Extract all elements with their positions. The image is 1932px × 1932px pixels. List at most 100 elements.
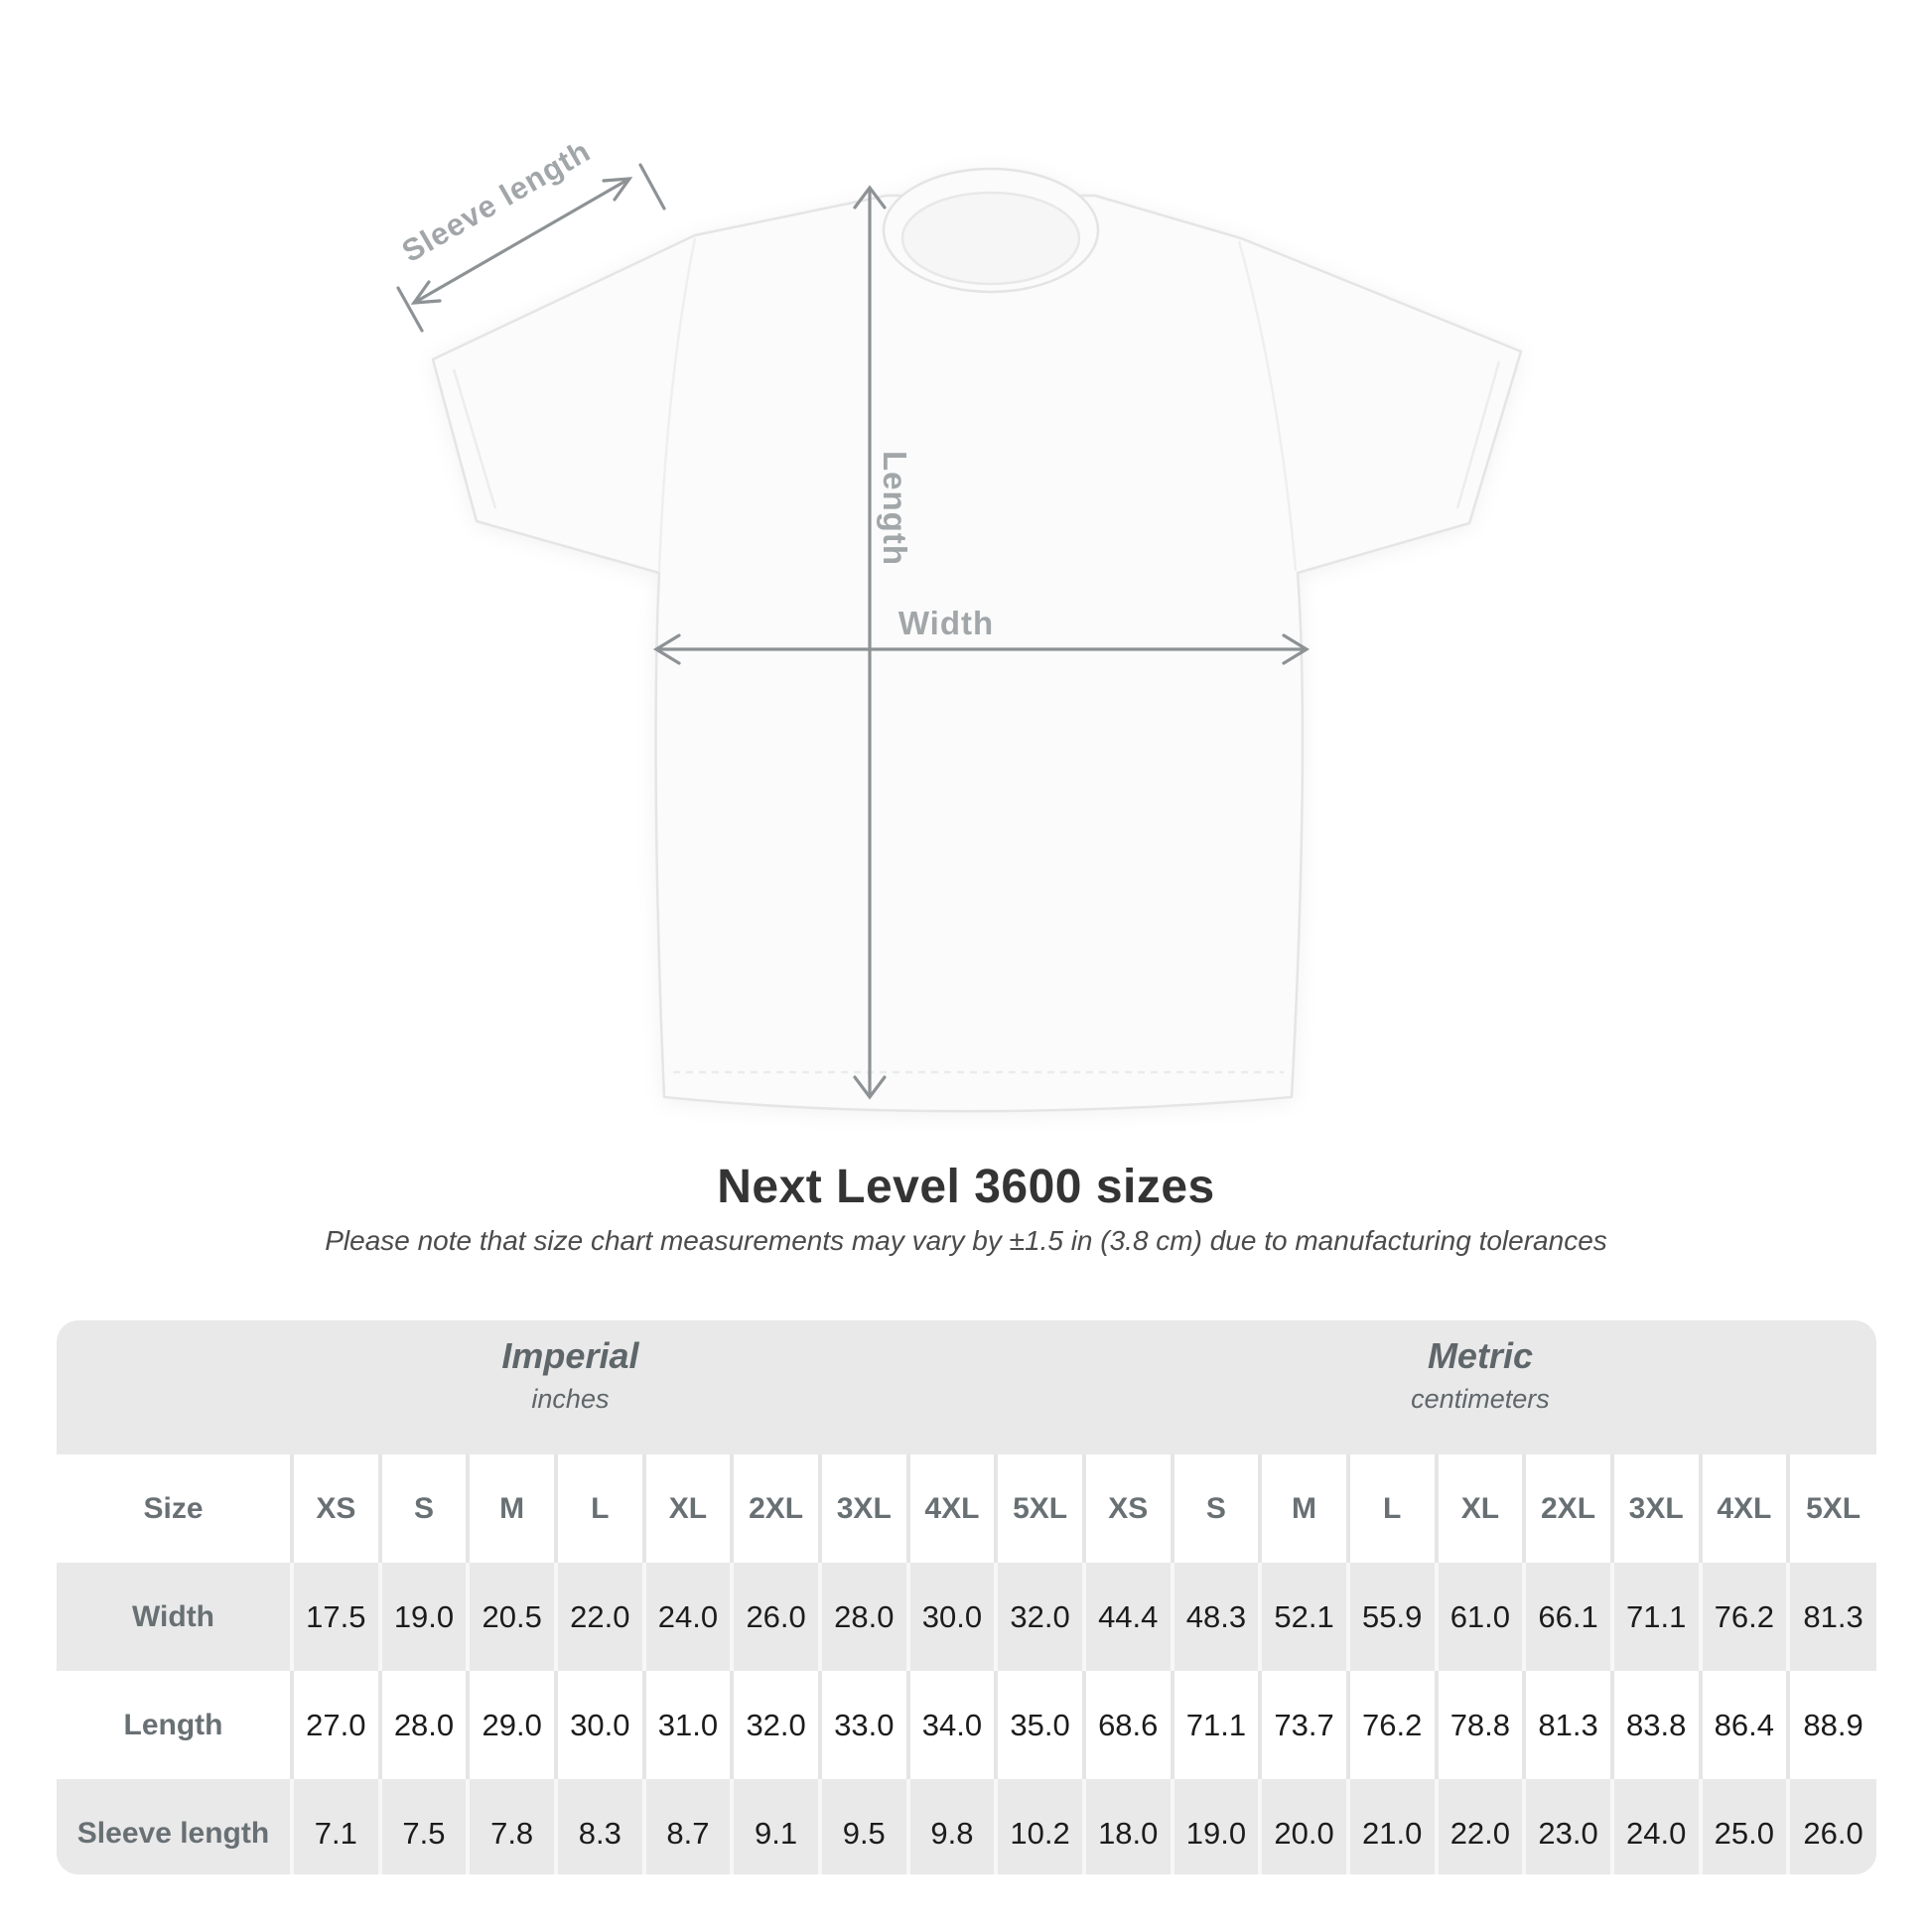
table-cell: 10.2 [994, 1779, 1084, 1874]
size-col-4xl-metric: 4XL [1698, 1454, 1789, 1563]
measure-row-width: Width 17.5 19.0 20.5 22.0 24.0 26.0 28.0 30.0 32.… [57, 1563, 1876, 1671]
size-table-card: Imperial inches Metric centimeters Size XS S M L… [57, 1320, 1876, 1874]
cuff-stitch-right [1455, 360, 1501, 509]
table-cell: 8.7 [641, 1779, 733, 1874]
table-cell: 7.5 [377, 1779, 469, 1874]
metric-label: Metric [1427, 1335, 1533, 1376]
table-cell: 27.0 [290, 1671, 380, 1779]
armhole-seam-right [1237, 240, 1298, 572]
length-label: Length [877, 451, 913, 566]
size-col-xl-imperial: XL [641, 1454, 733, 1563]
table-cell: 26.0 [730, 1563, 820, 1671]
armhole-seam-left [657, 237, 697, 572]
imperial-header: Imperial inches [57, 1320, 1084, 1454]
metric-unit: centimeters [1411, 1384, 1550, 1414]
table-cell: 35.0 [994, 1671, 1084, 1779]
table-cell: 76.2 [1345, 1671, 1437, 1779]
table-cell: 68.6 [1081, 1671, 1173, 1779]
table-cell: 24.0 [1609, 1779, 1701, 1874]
table-cell: 52.1 [1258, 1563, 1348, 1671]
length-arrow [853, 185, 887, 1100]
table-cell: 9.8 [905, 1779, 997, 1874]
page-title: Next Level 3600 sizes [717, 1161, 1215, 1213]
tshirt-diagram: Sleeve length Length Width [396, 133, 1523, 1113]
row-label-width: Width [131, 1599, 215, 1633]
imperial-label: Imperial [501, 1335, 639, 1376]
row-label-length: Length [123, 1708, 223, 1741]
table-cell: 73.7 [1258, 1671, 1348, 1779]
table-cell: 86.4 [1698, 1671, 1789, 1779]
table-cell: 81.3 [1786, 1563, 1876, 1671]
size-col-l-metric: L [1345, 1454, 1437, 1563]
table-cell: 33.0 [817, 1671, 908, 1779]
table-cell: 88.9 [1786, 1671, 1876, 1779]
table-cell: 9.1 [730, 1779, 820, 1874]
table-cell: 20.5 [466, 1563, 556, 1671]
metric-header: Metric centimeters [1084, 1320, 1876, 1454]
table-cell: 29.0 [466, 1671, 556, 1779]
table-cell: 76.2 [1698, 1563, 1789, 1671]
width-label: Width [897, 605, 995, 641]
table-cell: 19.0 [1170, 1779, 1261, 1874]
size-col-3xl-metric: 3XL [1609, 1454, 1701, 1563]
size-col-xs-metric: XS [1081, 1454, 1173, 1563]
size-col-3xl-imperial: 3XL [817, 1454, 908, 1563]
table-cell: 83.8 [1609, 1671, 1701, 1779]
size-col-2xl-metric: 2XL [1522, 1454, 1612, 1563]
table-cell: 23.0 [1522, 1779, 1612, 1874]
size-col-4xl-imperial: 4XL [905, 1454, 997, 1563]
units-header-row: Imperial inches Metric centimeters [57, 1320, 1876, 1454]
table-cell: 31.0 [641, 1671, 733, 1779]
table-cell: 71.1 [1170, 1671, 1261, 1779]
table-cell: 61.0 [1434, 1563, 1525, 1671]
table-cell: 55.9 [1345, 1563, 1437, 1671]
table-cell: 28.0 [377, 1671, 469, 1779]
row-label-sleeve-length: Sleeve length [76, 1816, 270, 1850]
table-cell: 7.8 [466, 1779, 556, 1874]
table-cell: 25.0 [1698, 1779, 1789, 1874]
table-cell: 28.0 [817, 1563, 908, 1671]
size-header-row: Size XS S M L XL 2XL 3XL 4XL 5XL XS S M L XL 2XL 3XL 4XL 5… [57, 1454, 1876, 1563]
table-cell: 32.0 [730, 1671, 820, 1779]
size-col-l-imperial: L [553, 1454, 644, 1563]
table-cell: 78.8 [1434, 1671, 1525, 1779]
size-col-xs-imperial: XS [290, 1454, 380, 1563]
tshirt-body [431, 194, 1523, 1113]
table-cell: 22.0 [1434, 1779, 1525, 1874]
table-cell: 9.5 [817, 1779, 908, 1874]
table-cell: 22.0 [553, 1563, 644, 1671]
table-cell: 30.0 [553, 1671, 644, 1779]
table-cell: 34.0 [905, 1671, 997, 1779]
table-cell: 26.0 [1786, 1779, 1876, 1874]
table-cell: 19.0 [377, 1563, 469, 1671]
size-col-5xl-imperial: 5XL [994, 1454, 1084, 1563]
tshirt-illustration [431, 167, 1523, 1113]
size-col-xl-metric: XL [1434, 1454, 1525, 1563]
table-cell: 30.0 [905, 1563, 997, 1671]
table-cell: 24.0 [641, 1563, 733, 1671]
size-row-label: Size [143, 1491, 204, 1525]
collar-inner [900, 191, 1081, 286]
sleeve-length-arrow [396, 163, 666, 333]
cuff-stitch-left [452, 368, 497, 509]
dimension-annotations [396, 163, 1311, 1100]
table-cell: 20.0 [1258, 1779, 1348, 1874]
imperial-unit: inches [531, 1384, 610, 1414]
measure-row-length: Length 27.0 28.0 29.0 30.0 31.0 32.0 33.0 34.0 35… [57, 1671, 1876, 1779]
table-cell: 7.1 [290, 1779, 380, 1874]
size-col-5xl-metric: 5XL [1786, 1454, 1876, 1563]
size-col-m-imperial: M [466, 1454, 556, 1563]
table-cell: 81.3 [1522, 1671, 1612, 1779]
table-cell: 71.1 [1609, 1563, 1701, 1671]
size-col-2xl-imperial: 2XL [730, 1454, 820, 1563]
table-cell: 17.5 [290, 1563, 380, 1671]
size-col-s-imperial: S [377, 1454, 469, 1563]
width-arrow [652, 633, 1311, 665]
tolerance-note: Please note that size chart measurements… [325, 1225, 1607, 1256]
measure-row-sleeve-length: Sleeve length 7.1 7.5 7.8 8.3 8.7 9.1 9.5 9.8 10.… [57, 1779, 1876, 1874]
size-col-m-metric: M [1258, 1454, 1348, 1563]
size-col-s-metric: S [1170, 1454, 1261, 1563]
table-cell: 18.0 [1081, 1779, 1173, 1874]
table-cell: 21.0 [1345, 1779, 1437, 1874]
